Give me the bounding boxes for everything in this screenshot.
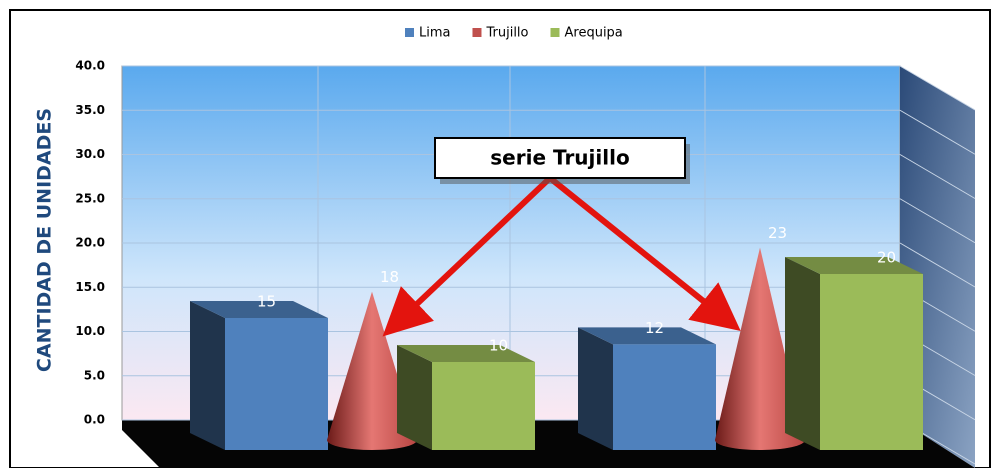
legend-swatch (405, 28, 414, 37)
legend-label: Lima (419, 26, 450, 41)
value-label: 18 (380, 268, 399, 286)
bar-top (190, 301, 328, 318)
bar (578, 327, 716, 450)
legend-swatch (472, 28, 482, 37)
bar-front (613, 344, 716, 450)
bar-side (578, 327, 613, 450)
legend-label: Arequipa (565, 26, 623, 41)
bar (397, 345, 535, 450)
value-label: 12 (645, 319, 664, 337)
y-tick-label: 25.0 (75, 191, 105, 205)
y-tick-label: 0.0 (84, 413, 105, 427)
y-tick-label: 20.0 (75, 236, 105, 250)
y-axis-title: CANTIDAD DE UNIDADES (34, 108, 56, 372)
bar (785, 257, 923, 450)
grid-line (899, 65, 976, 111)
y-tick-label: 5.0 (84, 368, 105, 382)
legend-swatch (550, 28, 560, 37)
bar-side (397, 345, 432, 450)
annotation: serie Trujillo (382, 137, 741, 337)
bar-top (785, 257, 923, 274)
cone-body (715, 247, 805, 450)
bar-top (578, 327, 716, 345)
bar-side (190, 301, 225, 450)
grid-line (899, 154, 976, 199)
bar-front (820, 274, 923, 450)
y-tick-label: 30.0 (75, 147, 105, 161)
grid-line (899, 109, 976, 155)
value-label: 23 (768, 224, 787, 242)
cone-body (327, 291, 417, 450)
y-tick-label: 10.0 (75, 324, 105, 338)
y-tick-label: 40.0 (75, 59, 105, 73)
grid-line (899, 242, 976, 288)
cone (715, 247, 805, 450)
value-label: 20 (877, 249, 896, 267)
grid-line (899, 198, 976, 244)
bar (190, 301, 328, 450)
bar-front (432, 362, 535, 450)
y-tick-label: 15.0 (75, 280, 105, 294)
bar-top (397, 345, 535, 362)
bar-side (785, 257, 820, 450)
value-label: 10 (489, 337, 508, 355)
bar-front (225, 318, 328, 450)
legend-label: Trujillo (485, 26, 528, 41)
y-tick-label: 35.0 (75, 103, 105, 117)
annotation-text: serie Trujillo (490, 146, 629, 170)
cone (327, 291, 417, 450)
value-label: 15 (257, 293, 276, 311)
